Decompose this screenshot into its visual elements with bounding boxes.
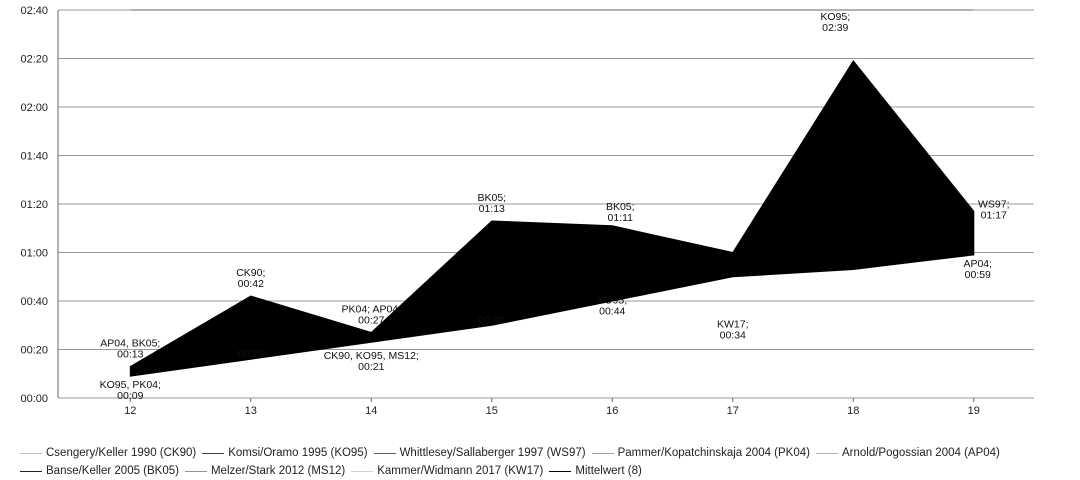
legend-swatch <box>549 470 572 472</box>
legend-swatch <box>202 452 225 454</box>
x-tick-label: 19 <box>968 405 980 417</box>
legend-label: Pammer/Kopatchinskaja 2004 (PK04) <box>617 447 810 459</box>
data-label: 00:42 <box>238 278 264 290</box>
data-marks <box>129 9 975 377</box>
legend-label: Komsi/Oramo 1995 (KO95) <box>228 447 368 459</box>
axes: 00:00 00:20 00:40 01:00 01:20 01:40 02:00 02:20… <box>20 5 979 417</box>
series-line <box>130 206 974 374</box>
legend-item: Komsi/Oramo 1995 (KO95) <box>202 447 368 459</box>
legend-swatch <box>591 452 614 454</box>
data-label: CK90; <box>236 267 265 279</box>
y-tick-label: 01:00 <box>20 248 48 260</box>
legend-label: Kammer/Widmann 2017 (KW17) <box>377 465 544 477</box>
series-line <box>130 101 975 369</box>
data-label: 02:39 <box>822 22 848 34</box>
legend-swatch <box>815 452 838 454</box>
series-line <box>130 248 974 376</box>
data-label: KO95; <box>597 294 627 306</box>
legend-label: Whittlesey/Sallaberger 1997 (WS97) <box>399 447 586 459</box>
legend-row: Banse/Keller 2005 (BK05) Melzer/Stark 201… <box>20 462 1080 480</box>
y-tick-label: 00:00 <box>20 393 48 405</box>
legend-swatch <box>373 452 396 454</box>
legend-label: Arnold/Pogossian 2004 (AP04) <box>841 447 1000 459</box>
legend-label: Melzer/Stark 2012 (MS12) <box>210 465 346 477</box>
data-label: AP04; <box>963 258 992 270</box>
legend-item: Whittlesey/Sallaberger 1997 (WS97) <box>373 447 586 459</box>
y-tick-label: 02:40 <box>20 5 48 17</box>
legend-swatch <box>20 470 42 472</box>
data-label: KO95, PK04; <box>100 379 161 391</box>
series-envelope-area <box>129 60 975 377</box>
data-label: 00:13 <box>117 348 143 360</box>
data-label: 00:09 <box>117 390 143 402</box>
legend-item: Arnold/Pogossian 2004 (AP04) <box>815 447 1000 459</box>
legend-item: Csengery/Keller 1990 (CK90) <box>20 447 196 459</box>
legend-item: Banse/Keller 2005 (BK05) <box>20 465 179 477</box>
series-line <box>130 185 974 373</box>
data-label: 00:34 <box>720 330 746 342</box>
data-label: 01:11 <box>608 212 634 224</box>
legend-swatch <box>20 452 42 454</box>
data-label: 00:21 <box>358 361 384 373</box>
data-label: 00:26 <box>238 348 264 360</box>
legend-label: Csengery/Keller 1990 (CK90) <box>46 447 197 459</box>
data-label: 01:17 <box>981 209 1007 221</box>
data-label: BK05; <box>477 192 506 204</box>
x-tick-label: 16 <box>606 405 618 417</box>
y-tick-label: 01:40 <box>20 151 48 163</box>
series-line <box>130 143 975 371</box>
legend-swatch <box>184 470 207 472</box>
legend-label: Mittelwert (8) <box>575 465 642 477</box>
x-tick-label: 13 <box>245 405 257 417</box>
data-label: 00:40 <box>479 314 505 326</box>
legend-swatch <box>351 470 374 472</box>
y-tick-label: 02:20 <box>20 54 48 66</box>
x-tick-label: 12 <box>124 405 136 417</box>
legend-item: Melzer/Stark 2012 (MS12) <box>184 465 346 477</box>
series-line <box>130 227 974 375</box>
x-tick-label: 17 <box>727 405 739 417</box>
y-tick-label: 02:00 <box>20 102 48 114</box>
data-label: BK05; <box>606 201 635 213</box>
x-tick-label: 14 <box>365 405 377 417</box>
data-label: AP04, BK05; <box>100 337 160 349</box>
x-tick-label: 18 <box>847 405 859 417</box>
data-label: KO95; <box>820 11 850 23</box>
chart: 00:00 00:20 00:40 01:00 01:20 01:40 02:00 02:20… <box>20 5 1034 417</box>
legend-item: Kammer/Widmann 2017 (KW17) <box>351 465 543 477</box>
legend-item: Mittelwert (8) <box>549 465 642 477</box>
series-line <box>130 122 975 370</box>
legend: Csengery/Keller 1990 (CK90) Komsi/Oramo 1… <box>20 444 1080 480</box>
legend-item: Pammer/Kopatchinskaja 2004 (PK04) <box>591 447 810 459</box>
y-tick-label: 00:20 <box>20 345 48 357</box>
data-label: PK04; AP04; <box>342 304 402 316</box>
data-label: CK90, KO95, MS12; <box>324 350 419 362</box>
data-label: 00:59 <box>965 269 991 281</box>
y-tick-label: 00:40 <box>20 296 48 308</box>
data-label: 01:13 <box>479 203 505 215</box>
series-line <box>130 80 975 368</box>
x-tick-label: 15 <box>486 405 498 417</box>
data-label: WS97; <box>978 198 1010 210</box>
legend-label: Banse/Keller 2005 (BK05) <box>46 465 179 477</box>
data-label: 00:44 <box>599 305 625 317</box>
y-tick-label: 01:20 <box>20 199 48 211</box>
data-label: KW17; <box>717 319 749 331</box>
legend-row: Csengery/Keller 1990 (CK90) Komsi/Oramo 1… <box>20 444 1080 462</box>
series-line <box>130 164 975 372</box>
data-label: 00:27 <box>358 315 384 327</box>
